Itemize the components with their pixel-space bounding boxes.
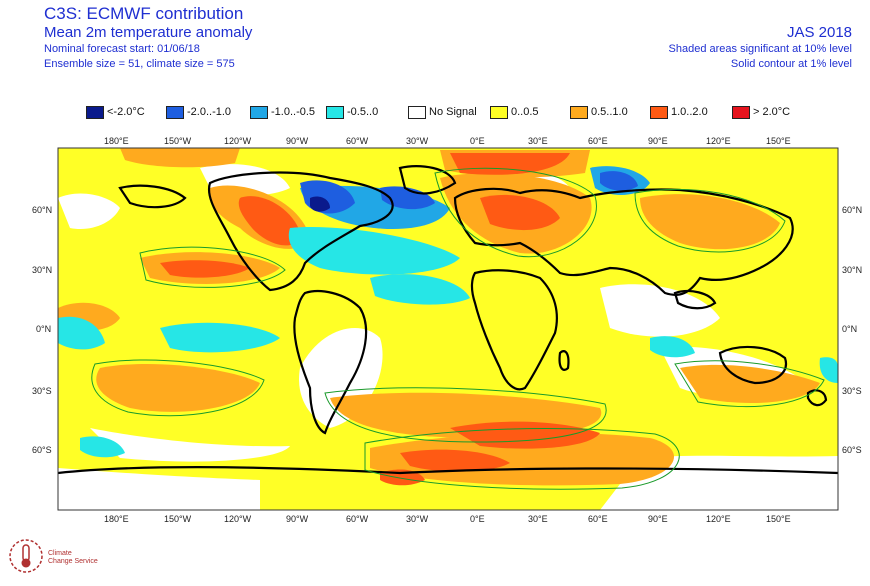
lon-tick-top: 60°E: [588, 136, 608, 146]
legend-item-4: -0.5..0: [326, 104, 378, 120]
lon-tick-top: 180°E: [104, 136, 129, 146]
legend-swatch: [650, 105, 668, 119]
lon-tick-top: 120°E: [706, 136, 731, 146]
lat-tick-left: 0°N: [36, 324, 52, 334]
lon-tick-top: 120°W: [224, 136, 252, 146]
legend-swatch: [408, 105, 426, 119]
legend-swatch: [86, 105, 104, 119]
legend-swatch: [326, 105, 344, 119]
legend-label: <-2.0°C: [107, 106, 145, 118]
lat-tick-left: 60°N: [32, 205, 53, 215]
color-legend: <-2.0°C -2.0..-1.0 -1.0..-0.5 -0.5..0 No…: [86, 104, 846, 120]
lat-tick-right: 60°S: [842, 445, 862, 455]
legend-item-9: > 2.0°C: [732, 104, 790, 120]
lon-tick-top: 150°W: [164, 136, 192, 146]
legend-item-8: 1.0..2.0: [650, 104, 708, 120]
logo-text: Climate Change Service: [48, 550, 98, 566]
legend-swatch: [490, 105, 508, 119]
legend-item-6: 0..0.5: [490, 104, 539, 120]
lat-tick-left: 60°S: [32, 445, 52, 455]
coastlines: [58, 165, 838, 475]
lat-tick-left: 30°S: [32, 386, 52, 396]
lon-tick-bottom: 180°E: [104, 514, 129, 524]
lon-tick-top: 30°W: [406, 136, 429, 146]
header-left: C3S: ECMWF contribution Mean 2m temperat…: [44, 4, 252, 72]
lon-tick-bottom: 120°W: [224, 514, 252, 524]
legend-label: 0..0.5: [511, 106, 539, 118]
significance-note: Shaded areas significant at 10% level: [668, 43, 852, 55]
lon-tick-bottom: 150°E: [766, 514, 791, 524]
lat-tick-left: 30°N: [32, 265, 53, 275]
legend-item-3: -1.0..-0.5: [250, 104, 315, 120]
map-subtitle: Mean 2m temperature anomaly: [44, 24, 253, 41]
legend-item-1: <-2.0°C: [86, 104, 145, 120]
lat-tick-right: 0°N: [842, 324, 858, 334]
lon-tick-bottom: 0°E: [470, 514, 485, 524]
legend-swatch: [570, 105, 588, 119]
map-frame: [57, 147, 839, 511]
lon-tick-bottom: 90°W: [286, 514, 309, 524]
legend-swatch: [166, 105, 184, 119]
lat-tick-right: 60°N: [842, 205, 863, 215]
season-label: JAS 2018: [786, 24, 852, 41]
lon-tick-top: 60°W: [346, 136, 369, 146]
legend-label: No Signal: [429, 106, 477, 118]
map-title: C3S: ECMWF contribution: [44, 4, 244, 23]
legend-item-5: No Signal: [408, 104, 477, 120]
lon-tick-top: 30°E: [528, 136, 548, 146]
legend-label: > 2.0°C: [753, 106, 791, 118]
lon-tick-top: 90°W: [286, 136, 309, 146]
lat-tick-right: 30°N: [842, 265, 863, 275]
legend-item-2: -2.0..-1.0: [166, 104, 231, 120]
map-panel: 180°E 150°W 120°W 90°W 60°W 30°W 0°E 30°…: [0, 128, 870, 528]
lon-tick-bottom: 150°W: [164, 514, 192, 524]
thermometer-logo-icon: [9, 539, 43, 573]
shaded-anomalies: [58, 148, 838, 510]
legend-label: -1.0..-0.5: [271, 106, 316, 118]
lon-tick-bottom: 30°E: [528, 514, 548, 524]
lat-tick-right: 30°S: [842, 386, 862, 396]
legend-item-7: 0.5..1.0: [570, 104, 628, 120]
logo-line-1: Climate: [48, 550, 72, 557]
legend-label: -2.0..-1.0: [187, 106, 232, 118]
copernicus-logo: Climate Change Service: [6, 536, 126, 582]
lon-tick-top: 150°E: [766, 136, 791, 146]
ensemble-size-text: Ensemble size = 51, climate size = 575: [44, 58, 235, 70]
lon-tick-top: 90°E: [648, 136, 668, 146]
legend-swatch: [732, 105, 750, 119]
contour-note: Solid contour at 1% level: [730, 58, 852, 70]
logo-line-2: Change Service: [48, 558, 98, 565]
lon-tick-bottom: 60°E: [588, 514, 608, 524]
forecast-start-text: Nominal forecast start: 01/06/18: [44, 43, 200, 55]
lon-tick-top: 0°E: [470, 136, 485, 146]
header-right: JAS 2018 Shaded areas significant at 10%…: [669, 24, 852, 72]
significance-contours: [91, 167, 825, 490]
legend-label: -0.5..0: [347, 106, 379, 118]
legend-swatch: [250, 105, 268, 119]
lon-tick-bottom: 90°E: [648, 514, 668, 524]
lon-tick-bottom: 30°W: [406, 514, 429, 524]
lon-tick-bottom: 120°E: [706, 514, 731, 524]
anomaly-map: [57, 147, 839, 511]
legend-label: 0.5..1.0: [591, 106, 628, 118]
legend-label: 1.0..2.0: [671, 106, 708, 118]
lon-tick-bottom: 60°W: [346, 514, 369, 524]
